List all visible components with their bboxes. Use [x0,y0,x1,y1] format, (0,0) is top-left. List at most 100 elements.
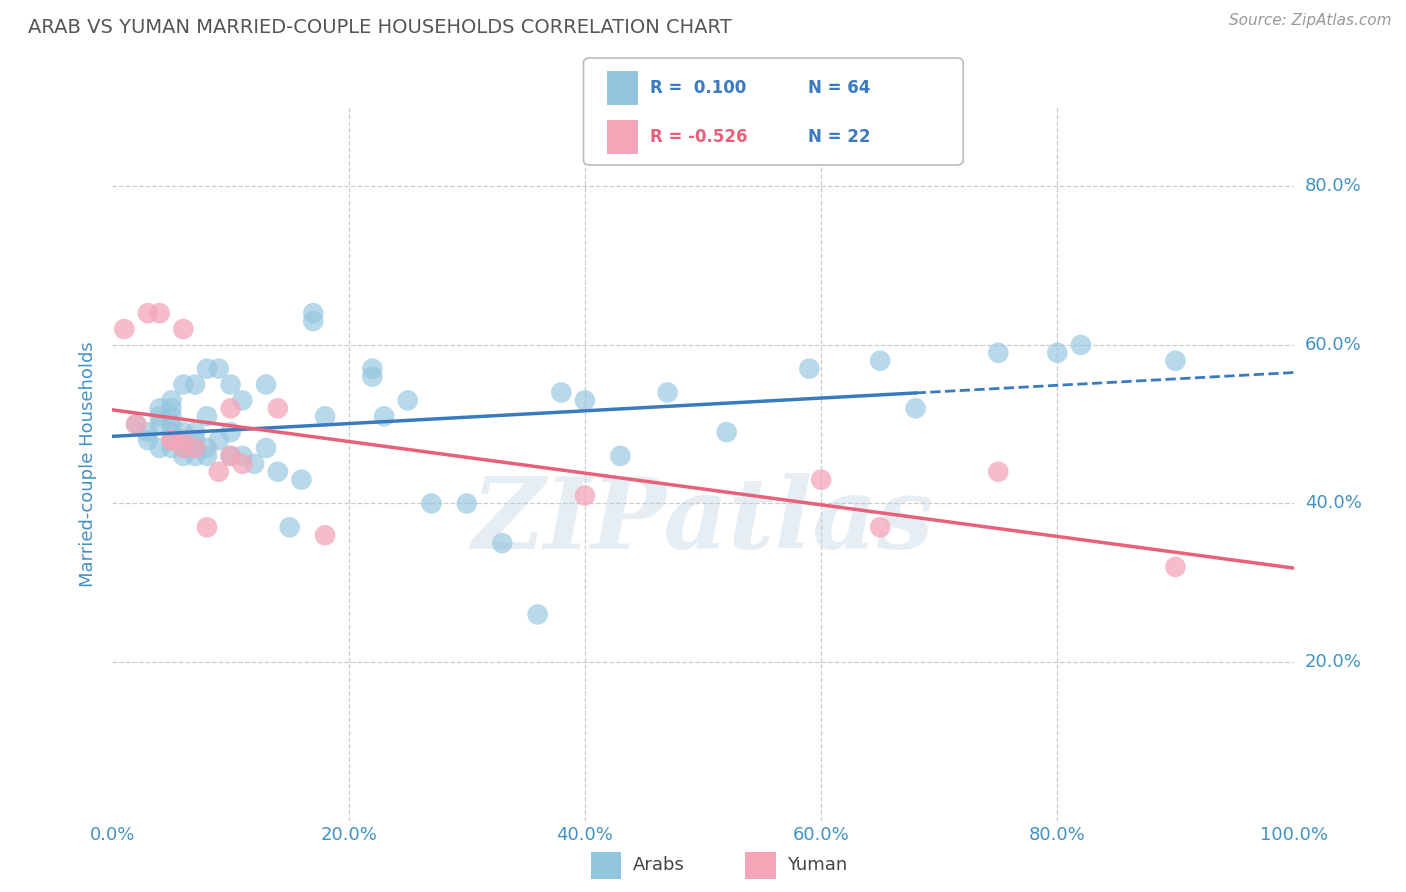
Point [1164,560,1187,574]
Point [302,314,325,328]
Point [1164,353,1187,368]
Point [267,465,290,479]
Point [184,433,207,447]
Point [172,425,194,439]
Point [125,417,148,432]
Point [869,520,891,534]
Text: ZIPatlas: ZIPatlas [472,473,934,569]
Point [314,409,336,424]
Point [208,361,231,376]
Point [195,441,218,455]
Point [1046,346,1069,360]
Point [491,536,513,550]
Point [160,409,183,424]
Point [219,449,242,463]
Point [149,417,172,432]
Point [987,346,1010,360]
Text: N = 64: N = 64 [808,78,870,96]
Text: N = 22: N = 22 [808,128,870,145]
Text: 20.0%: 20.0% [1305,653,1361,671]
Point [219,377,242,392]
Text: ARAB VS YUMAN MARRIED-COUPLE HOUSEHOLDS CORRELATION CHART: ARAB VS YUMAN MARRIED-COUPLE HOUSEHOLDS … [28,18,731,37]
Point [869,353,891,368]
Point [219,425,242,439]
Text: Yuman: Yuman [787,856,848,874]
Point [420,496,443,510]
Point [172,449,194,463]
Point [184,449,207,463]
Point [231,449,253,463]
Text: R =  0.100: R = 0.100 [650,78,745,96]
Point [172,433,194,447]
Text: Source: ZipAtlas.com: Source: ZipAtlas.com [1229,13,1392,29]
Point [184,377,207,392]
Point [799,361,821,376]
Point [136,433,159,447]
Point [195,361,218,376]
Point [361,369,384,384]
Point [149,401,172,416]
Text: Arabs: Arabs [633,856,685,874]
Text: 80.0%: 80.0% [1305,178,1361,195]
Point [904,401,927,416]
Point [231,457,253,471]
Point [172,377,194,392]
Point [219,449,242,463]
Point [810,473,832,487]
Point [160,425,183,439]
Point [195,449,218,463]
Point [290,473,312,487]
Point [550,385,572,400]
Point [657,385,679,400]
Point [361,361,384,376]
Point [172,433,194,447]
Point [526,607,548,622]
Point [136,425,159,439]
Point [195,409,218,424]
Point [609,449,631,463]
Text: 60.0%: 60.0% [1305,336,1361,354]
Point [574,393,596,408]
Point [125,417,148,432]
Point [149,441,172,455]
Point [160,433,183,447]
Point [160,417,183,432]
Point [254,441,277,455]
Point [456,496,478,510]
Point [574,489,596,503]
Point [396,393,419,408]
Point [172,441,194,455]
Point [987,465,1010,479]
Point [254,377,277,392]
Point [267,401,290,416]
Text: 40.0%: 40.0% [1305,494,1361,513]
Point [1070,338,1092,352]
Point [373,409,395,424]
Point [160,393,183,408]
Point [314,528,336,542]
Point [208,433,231,447]
Point [149,306,172,320]
Point [184,425,207,439]
Point [136,306,159,320]
Point [160,441,183,455]
Point [716,425,738,439]
Point [184,441,207,455]
Point [302,306,325,320]
Point [231,393,253,408]
Point [219,401,242,416]
Y-axis label: Married-couple Households: Married-couple Households [79,341,97,587]
Point [160,433,183,447]
Point [195,520,218,534]
Point [149,409,172,424]
Point [278,520,301,534]
Point [160,433,183,447]
Point [243,457,266,471]
Point [112,322,135,336]
Point [172,322,194,336]
Point [160,401,183,416]
Point [184,441,207,455]
Point [172,441,194,455]
Text: R = -0.526: R = -0.526 [650,128,747,145]
Point [208,465,231,479]
